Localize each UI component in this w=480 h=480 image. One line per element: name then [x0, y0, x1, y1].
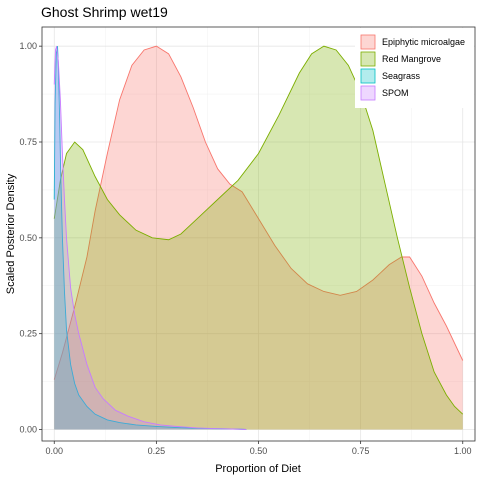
series-area-3	[54, 46, 247, 430]
y-tick-label-3: 0.75	[19, 137, 37, 147]
x-axis-title: Proportion of Diet	[215, 463, 301, 475]
series-line-1	[53, 45, 464, 415]
x-tick-label-4: 1.00	[454, 446, 472, 456]
y-tick-label-4: 1.00	[19, 41, 37, 51]
x-tick-label-3: 0.75	[352, 446, 370, 456]
legend-label-0: Epiphytic microalgae	[382, 37, 465, 47]
series-area-1	[54, 46, 463, 430]
legend-label-2: Seagrass	[382, 71, 421, 81]
legend-key-1	[360, 51, 376, 67]
y-tick-label-1: 0.25	[19, 329, 37, 339]
y-tick-label-2: 0.50	[19, 233, 37, 243]
chart-title: Ghost Shrimp wet19	[41, 4, 168, 20]
x-tick-label-0: 0.00	[45, 446, 63, 456]
series-line-0	[53, 45, 464, 380]
series-line-3	[53, 46, 247, 430]
legend-key-3	[360, 85, 376, 101]
legend-label-3: SPOM	[382, 88, 409, 98]
y-axis-title: Scaled Posterior Density	[5, 173, 17, 294]
series-areas	[53, 45, 464, 430]
series-area-2	[54, 46, 247, 430]
legend-key-2	[360, 68, 376, 84]
legend: Epiphytic microalgae Red Mangrove Seagrass…	[355, 28, 474, 108]
legend-label-1: Red Mangrove	[382, 54, 441, 64]
series-area-0	[54, 46, 463, 430]
grid	[42, 27, 475, 441]
x-axis: 0.00 0.25 0.50 0.75 1.00	[45, 441, 472, 456]
legend-key-0	[360, 34, 376, 50]
y-axis: 0.00 0.25 0.50 0.75 1.00	[19, 41, 42, 435]
x-tick-label-1: 0.25	[148, 446, 166, 456]
y-tick-label-0: 0.00	[19, 425, 37, 435]
x-tick-label-2: 0.50	[250, 446, 268, 456]
